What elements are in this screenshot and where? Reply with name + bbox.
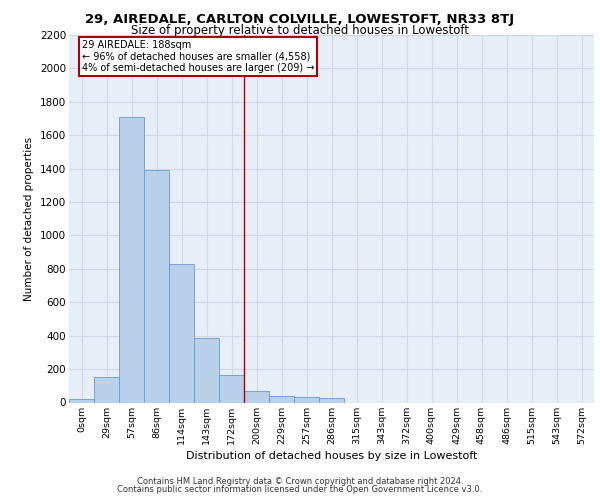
Bar: [144, 170, 169, 402]
Bar: [119, 117, 144, 403]
Bar: [319, 398, 344, 402]
Text: Size of property relative to detached houses in Lowestoft: Size of property relative to detached ho…: [131, 24, 469, 37]
X-axis label: Distribution of detached houses by size in Lowestoft: Distribution of detached houses by size …: [186, 450, 477, 460]
Bar: [69, 399, 94, 402]
Text: 29 AIREDALE: 188sqm
← 96% of detached houses are smaller (4,558)
4% of semi-deta: 29 AIREDALE: 188sqm ← 96% of detached ho…: [82, 40, 314, 73]
Bar: [94, 376, 119, 402]
Text: Contains public sector information licensed under the Open Government Licence v3: Contains public sector information licen…: [118, 484, 482, 494]
Bar: [244, 391, 269, 402]
Text: Contains HM Land Registry data © Crown copyright and database right 2024.: Contains HM Land Registry data © Crown c…: [137, 477, 463, 486]
Bar: [169, 264, 194, 402]
Y-axis label: Number of detached properties: Number of detached properties: [25, 136, 34, 301]
Bar: [294, 398, 319, 402]
Bar: [194, 338, 219, 402]
Bar: [219, 375, 244, 402]
Text: 29, AIREDALE, CARLTON COLVILLE, LOWESTOFT, NR33 8TJ: 29, AIREDALE, CARLTON COLVILLE, LOWESTOF…: [85, 12, 515, 26]
Bar: [269, 396, 294, 402]
